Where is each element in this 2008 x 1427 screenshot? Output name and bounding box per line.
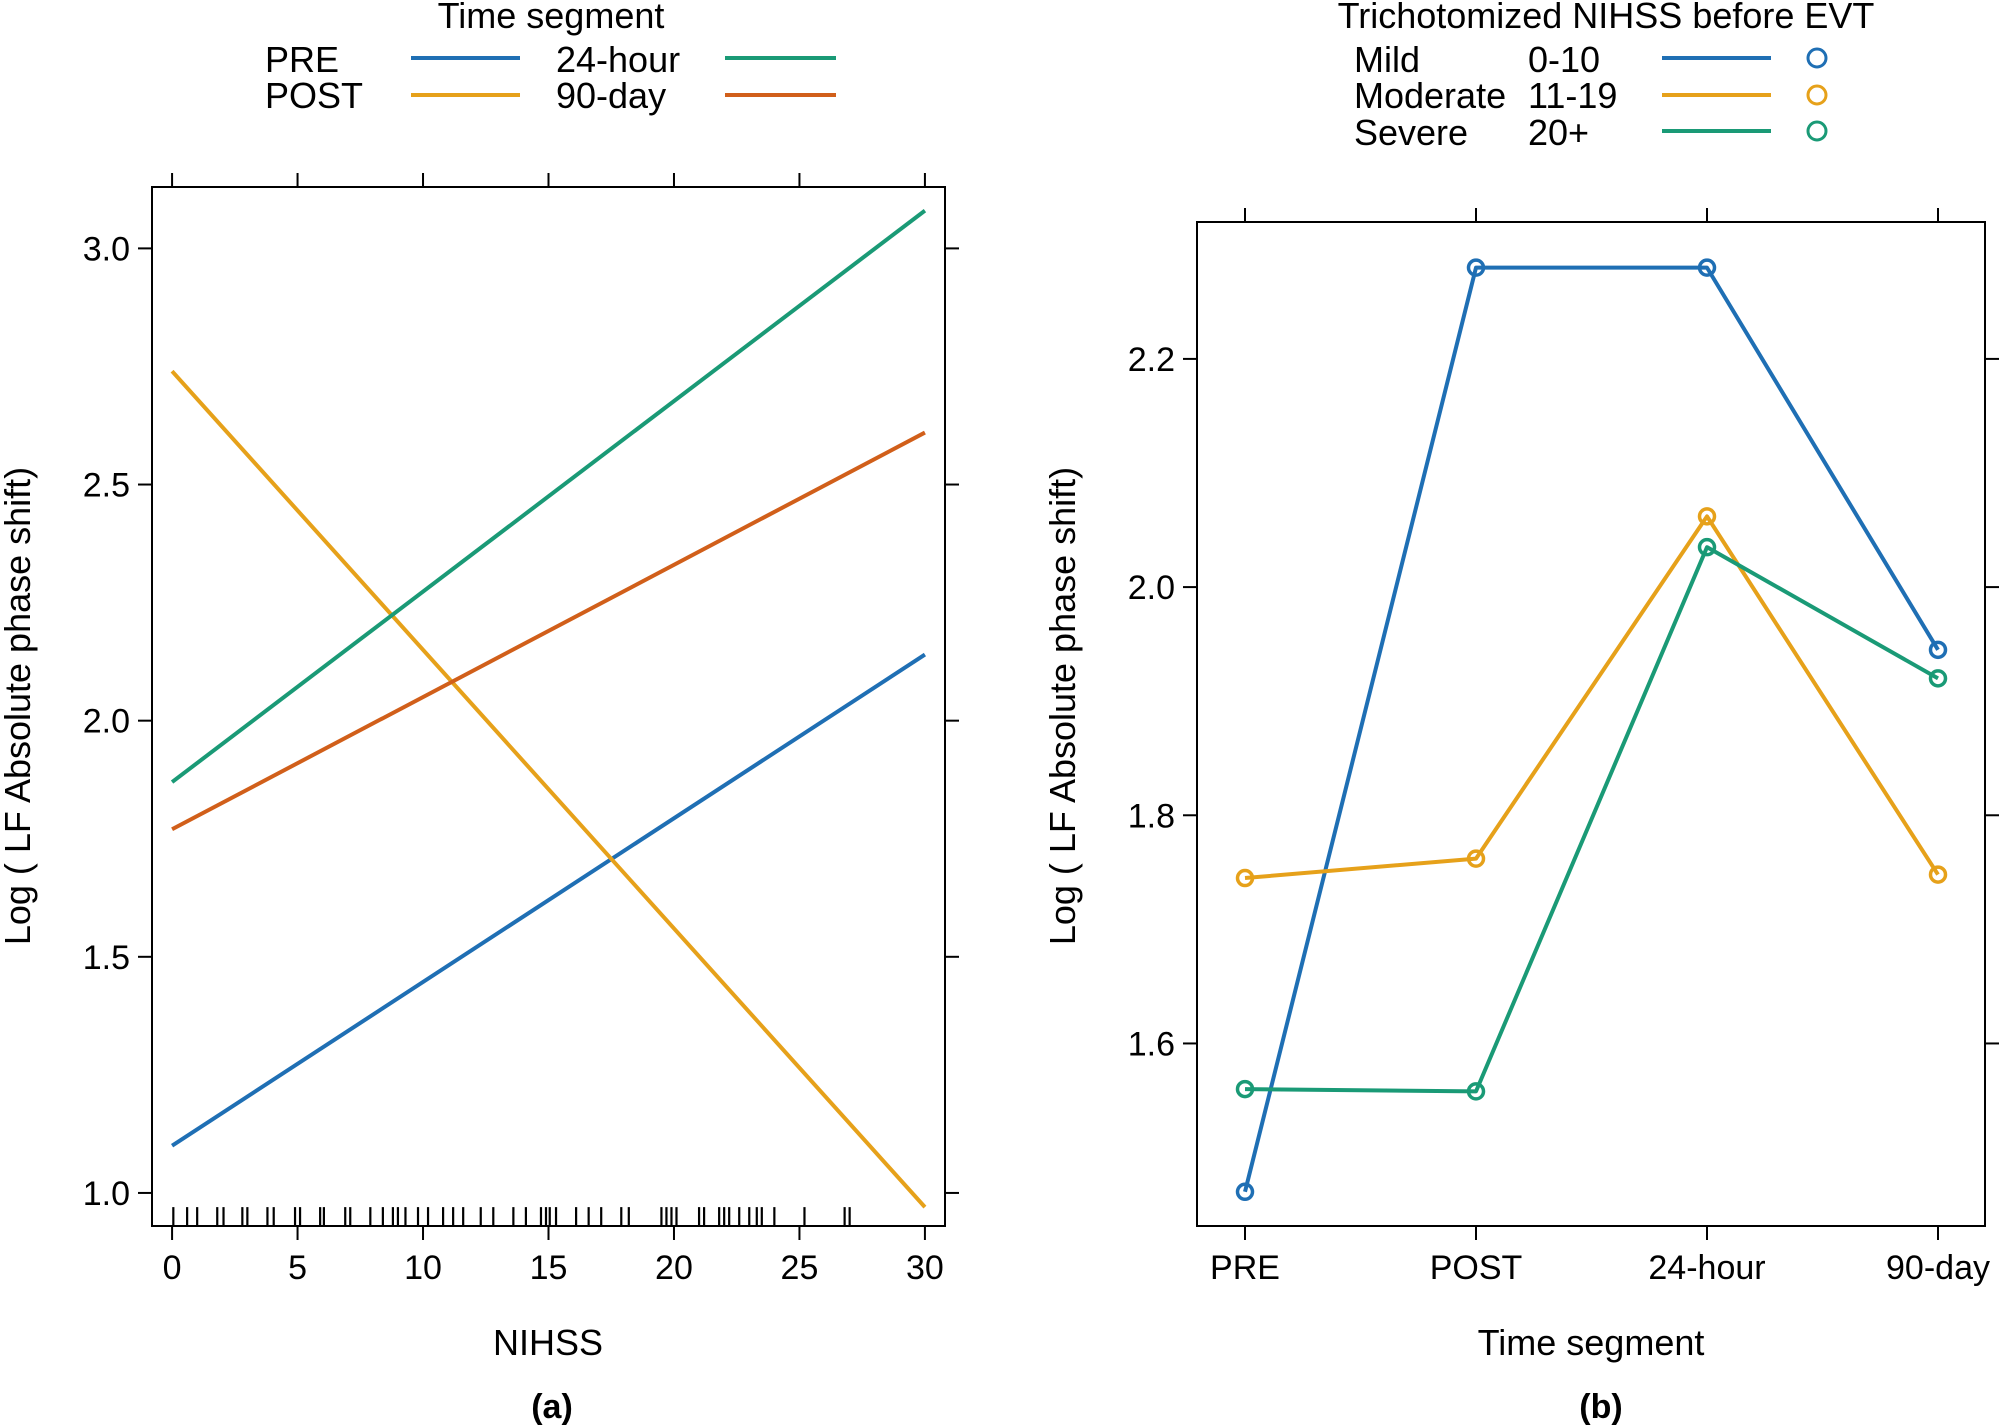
panel-b-legend-title: Trichotomized NIHSS before EVT (1338, 0, 1875, 36)
panel-b-y-axis: 1.6 1.8 2.0 2.2 (1128, 341, 1999, 1063)
x-tick-label: 15 (530, 1249, 568, 1287)
series-line-mild (1243, 265, 1940, 1193)
point-mild (1928, 640, 1948, 660)
panel-a-series (170, 209, 927, 1209)
x-tick-label: 30 (906, 1249, 944, 1287)
x-tick-label: 90-day (1886, 1249, 1990, 1287)
point-moderate (1235, 868, 1255, 888)
series-line-severe (1244, 545, 1939, 1094)
point-severe (1235, 1079, 1255, 1099)
panel-b-series (1235, 258, 1948, 1202)
x-tick-label: PRE (1210, 1249, 1280, 1287)
y-tick-label: 2.2 (1128, 341, 1175, 379)
series-line-moderate (1244, 514, 1940, 881)
x-tick-label: 0 (163, 1249, 182, 1287)
panel-b-legend: Trichotomized NIHSS before EVT Mild 0-10… (1338, 0, 1875, 153)
legend-a-label-90day: 90-day (556, 75, 666, 116)
series-line-90day (171, 430, 926, 832)
panel-b-plot-frame (1196, 221, 1986, 1227)
x-tick-label: 10 (404, 1249, 442, 1287)
panel-a-label: (a) (531, 1388, 573, 1426)
legend-b-label-mild: Mild (1354, 39, 1420, 80)
legend-b-range-mild: 0-10 (1528, 39, 1600, 80)
legend-b-label-moderate: Moderate (1354, 75, 1506, 116)
legend-b-range-severe: 20+ (1528, 112, 1589, 153)
panel-a-x-axis: 0 5 10 15 20 25 30 (163, 173, 944, 1287)
point-severe (1928, 669, 1948, 688)
panel-a-rug (172, 1207, 851, 1226)
y-tick-label: 1.5 (83, 939, 130, 977)
panel-a-y-axis: 1.0 1.5 2.0 2.5 3.0 (83, 230, 959, 1213)
panel-a-y-axis-title: Log ( LF Absolute phase shift) (0, 467, 38, 945)
panel-a-legend: Time segment PRE 24-hour POST 90-day (265, 0, 836, 116)
series-line-24hour (170, 209, 927, 784)
legend-b-range-moderate: 11-19 (1528, 75, 1617, 116)
legend-a-label-post: POST (265, 75, 363, 116)
y-tick-label: 1.6 (1128, 1025, 1175, 1063)
point-moderate (1466, 849, 1486, 868)
legend-a-label-24hour: 24-hour (556, 39, 680, 80)
panel-b-x-axis: PRE POST 24-hour 90-day (1210, 208, 1990, 1287)
point-severe (1466, 1082, 1486, 1101)
panel-b-y-axis-title: Log ( LF Absolute phase shift) (1042, 467, 1083, 945)
x-tick-label: 20 (655, 1249, 693, 1287)
y-tick-label: 2.0 (83, 703, 130, 741)
x-tick-label: 24-hour (1648, 1249, 1765, 1287)
legend-b-marker-mild (1806, 47, 1828, 69)
panel-b: Trichotomized NIHSS before EVT Mild 0-10… (1042, 0, 1999, 1426)
legend-b-marker-severe (1806, 120, 1828, 142)
point-severe (1697, 537, 1717, 557)
y-tick-label: 1.0 (83, 1175, 130, 1213)
panel-a: Time segment PRE 24-hour POST 90-day 0 5 1… (0, 0, 959, 1426)
x-tick-label: POST (1430, 1249, 1523, 1287)
point-mild (1466, 258, 1486, 277)
panel-a-legend-title: Time segment (438, 0, 665, 36)
series-line-post (170, 369, 927, 1209)
panel-b-x-axis-title: Time segment (1478, 1322, 1705, 1363)
x-tick-label: 5 (288, 1249, 307, 1287)
panel-a-x-axis-title: NIHSS (493, 1322, 603, 1363)
point-mild (1697, 258, 1717, 277)
series-line-pre (170, 652, 927, 1148)
x-tick-label: 25 (781, 1249, 819, 1287)
legend-b-label-severe: Severe (1354, 112, 1468, 153)
y-tick-label: 2.5 (83, 467, 130, 505)
y-tick-label: 1.8 (1128, 797, 1175, 835)
legend-a-label-pre: PRE (265, 39, 339, 80)
legend-b-marker-moderate (1806, 84, 1828, 106)
point-mild (1235, 1182, 1255, 1202)
panel-b-label: (b) (1579, 1388, 1622, 1426)
y-tick-label: 3.0 (83, 230, 130, 268)
point-moderate (1928, 865, 1948, 884)
point-moderate (1697, 507, 1717, 526)
y-tick-label: 2.0 (1128, 569, 1175, 607)
